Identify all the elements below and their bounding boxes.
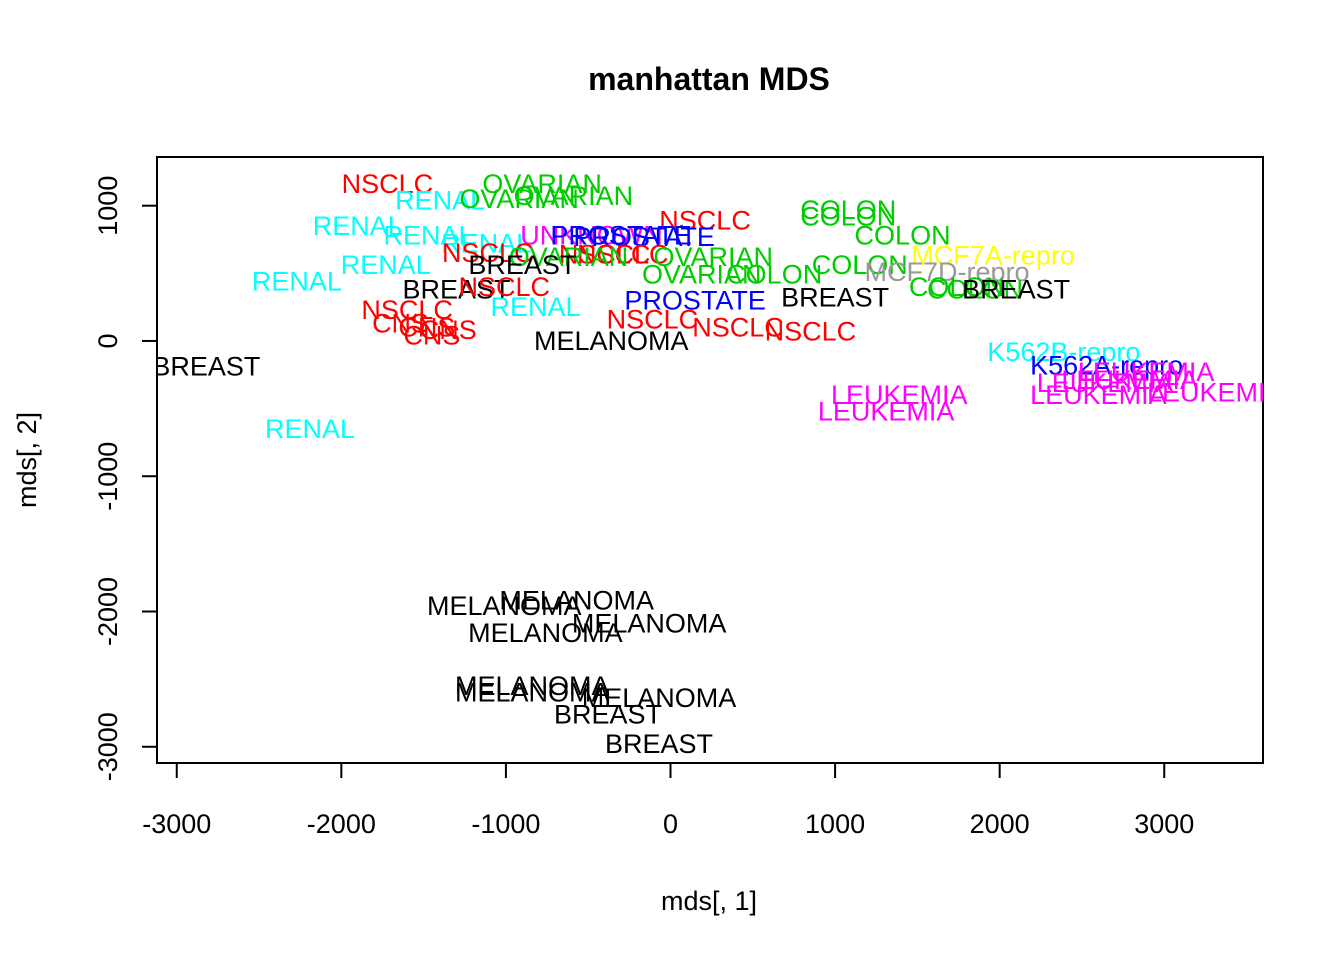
point-label: LEUKEMIA — [1078, 357, 1215, 387]
y-axis: -3000 -2000 -1000 0 1000 — [93, 176, 158, 781]
point-label: OVARIAN — [654, 242, 774, 272]
point-label: LEUKEMIA — [1147, 377, 1284, 407]
point-label: BREAST — [781, 283, 889, 313]
point-label: OVARIAN — [459, 184, 579, 214]
point-label: RENAL — [384, 220, 474, 250]
point-label: OVARIAN — [514, 181, 634, 211]
x-tick-label: 3000 — [1134, 809, 1194, 839]
point-label: OVARIAN — [642, 260, 762, 290]
point-label: PROSTATE — [624, 285, 766, 315]
point-label: COLON — [726, 260, 822, 290]
x-tick-label: -2000 — [307, 809, 376, 839]
point-label: MELANOMA — [427, 591, 582, 621]
x-tick-label: -3000 — [142, 809, 211, 839]
y-tick-label: -1000 — [93, 442, 123, 511]
point-label: NSCLC — [361, 295, 453, 325]
point-label: UNKNOWN — [520, 220, 663, 250]
y-tick-label: -3000 — [93, 712, 123, 781]
point-label: COLON — [800, 195, 896, 225]
point-label: MCF7A-repro — [911, 241, 1075, 271]
point-label: CNS — [398, 312, 455, 342]
point-label: MELANOMA — [572, 609, 727, 639]
point-label: COLON — [927, 275, 1023, 305]
point-label: COLON — [855, 220, 951, 250]
point-label: LEUKEMIA — [1030, 380, 1167, 410]
point-label: K562A-repro — [1030, 350, 1183, 380]
y-tick-label: 0 — [93, 333, 123, 348]
point-label: RENAL — [252, 266, 342, 296]
point-label: BREAST — [468, 250, 576, 280]
point-label: NSCLC — [577, 239, 669, 269]
point-label: COLON — [909, 272, 1005, 302]
point-label: MCF7D-repro — [864, 257, 1029, 287]
point-label: NSCLC — [765, 316, 857, 346]
point-label: COLON — [800, 202, 896, 232]
point-label: RENAL — [341, 250, 431, 280]
y-axis-label: mds[, 2] — [12, 412, 42, 508]
point-label: MELANOMA — [534, 326, 689, 356]
point-label: RENAL — [491, 292, 581, 322]
point-label: LEUKEMIA — [818, 396, 955, 426]
x-tick-label: 2000 — [970, 809, 1030, 839]
point-label: MELANOMA — [468, 618, 623, 648]
point-label: NSCLC — [342, 169, 434, 199]
point-label: BREAST — [403, 275, 511, 305]
point-label: MELANOMA — [582, 683, 737, 713]
point-label: CNS — [403, 321, 460, 351]
point-label: MELANOMA — [455, 671, 610, 701]
point-label: PROSTATE — [573, 222, 715, 252]
point-label: RENAL — [265, 414, 355, 444]
point-label: RENAL — [313, 211, 403, 241]
point-label: NSCLC — [559, 239, 651, 269]
point-label: NSCLC — [459, 272, 551, 302]
point-label: RENAL — [441, 229, 531, 259]
point-label: LEUKEMIA — [831, 380, 968, 410]
point-label: CNS — [420, 315, 477, 345]
point-label: CNS — [372, 308, 429, 338]
x-tick-label: 0 — [663, 809, 678, 839]
point-label: OVARIAN — [482, 169, 602, 199]
point-label: LEUKEMIA — [1037, 368, 1174, 398]
point-label: MELANOMA — [499, 586, 654, 616]
x-axis-label: mds[, 1] — [661, 886, 757, 916]
point-label: LEUKEMIA — [1061, 365, 1198, 395]
x-tick-label: 1000 — [805, 809, 865, 839]
point-label: OVARIAN — [509, 242, 629, 272]
y-tick-label: -2000 — [93, 577, 123, 646]
point-label: BREAST — [605, 729, 713, 759]
point-label: COLON — [812, 250, 908, 280]
point-label: MELANOMA — [455, 678, 610, 708]
point-label: NSCLC — [607, 304, 699, 334]
x-tick-label: -1000 — [471, 809, 540, 839]
x-axis: -3000 -2000 -1000 0 1000 2000 3000 — [142, 762, 1194, 839]
point-label: NSCLC — [692, 312, 784, 342]
point-label: PROSTATE — [550, 220, 692, 250]
point-label: NSCLC — [659, 206, 751, 236]
point-label: BREAST — [554, 699, 662, 729]
point-label: NSCLC — [442, 238, 534, 268]
y-tick-label: 1000 — [93, 176, 123, 236]
point-label: RENAL — [395, 185, 485, 215]
point-label: K562B-repro — [987, 337, 1140, 367]
chart-title: manhattan MDS — [588, 61, 830, 97]
point-label: BREAST — [152, 352, 260, 382]
point-label: BREAST — [962, 275, 1070, 305]
